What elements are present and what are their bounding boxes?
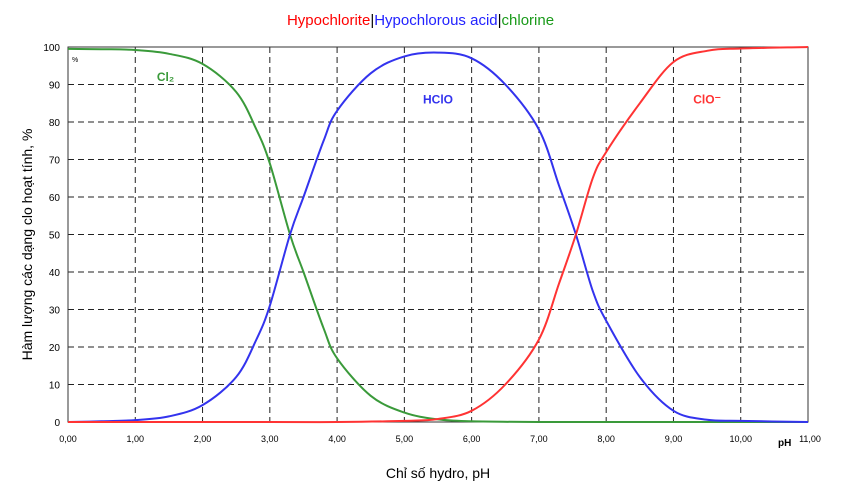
y-tick-label: 60 [49, 193, 61, 204]
x-tick-label: 1,00 [127, 434, 145, 444]
x-tick-label: 4,00 [328, 434, 346, 444]
x-tick-label: 3,00 [261, 434, 279, 444]
x-tick-label: 2,00 [194, 434, 212, 444]
y-tick-label: 70 [49, 156, 61, 167]
y-tick-label: 10 [49, 381, 61, 392]
y-tick-label: 50 [49, 231, 61, 242]
x-tick-label: 8,00 [597, 434, 615, 444]
x-tick-label: 10,00 [729, 434, 752, 444]
series-line-hclo [67, 51, 809, 423]
title-separator: | [370, 12, 375, 29]
series-labels: Cl₂ HClO ClO⁻ [157, 70, 721, 107]
x-unit-label: pH [778, 438, 791, 449]
y-tick-label: 80 [49, 118, 61, 129]
series-label-cl2: Cl₂ [157, 70, 174, 84]
y-tick-label: 40 [49, 268, 61, 279]
title-part-chlorine: chlorine [501, 12, 555, 29]
axis-ticks: 0 10 20 30 40 50 60 70 80 90 100 0,00 1,00 2,00 3,00 4,… [43, 43, 821, 444]
plot-area-frame [67, 46, 809, 423]
series-line-clo- [67, 46, 809, 424]
x-tick-label: 6,00 [463, 434, 481, 444]
chart-title: Hypochlorite|Hypochlorous acid|chlorine [0, 12, 841, 29]
y-tick-label: 100 [43, 43, 60, 54]
x-tick-label: 11,00 [799, 434, 821, 444]
x-axis-title: Chỉ số hydro, pH [386, 465, 490, 481]
series-line-cl2 [67, 47, 808, 424]
y-tick-label: 0 [54, 418, 60, 429]
y-tick-label: 30 [49, 306, 61, 317]
series-label-clo-: ClO⁻ [693, 92, 721, 106]
x-tick-label: 9,00 [665, 434, 683, 444]
grid [68, 47, 808, 422]
y-tick-label: 90 [49, 81, 61, 92]
y-tick-label: 20 [49, 343, 61, 354]
x-tick-label: 7,00 [530, 434, 548, 444]
series-label-hclo: HClO [423, 92, 453, 106]
x-tick-label: 5,00 [396, 434, 414, 444]
x-tick-label: 0,00 [59, 434, 77, 444]
y-unit-label: % [72, 57, 78, 64]
series [67, 46, 809, 424]
title-separator: | [497, 12, 502, 29]
title-part-hypochlorite: Hypochlorite [286, 12, 371, 29]
title-part-hypochlorous-acid: Hypochlorous acid [374, 12, 498, 29]
y-axis-title: Hàm lượng các dạng clo hoạt tính, % [19, 129, 35, 361]
